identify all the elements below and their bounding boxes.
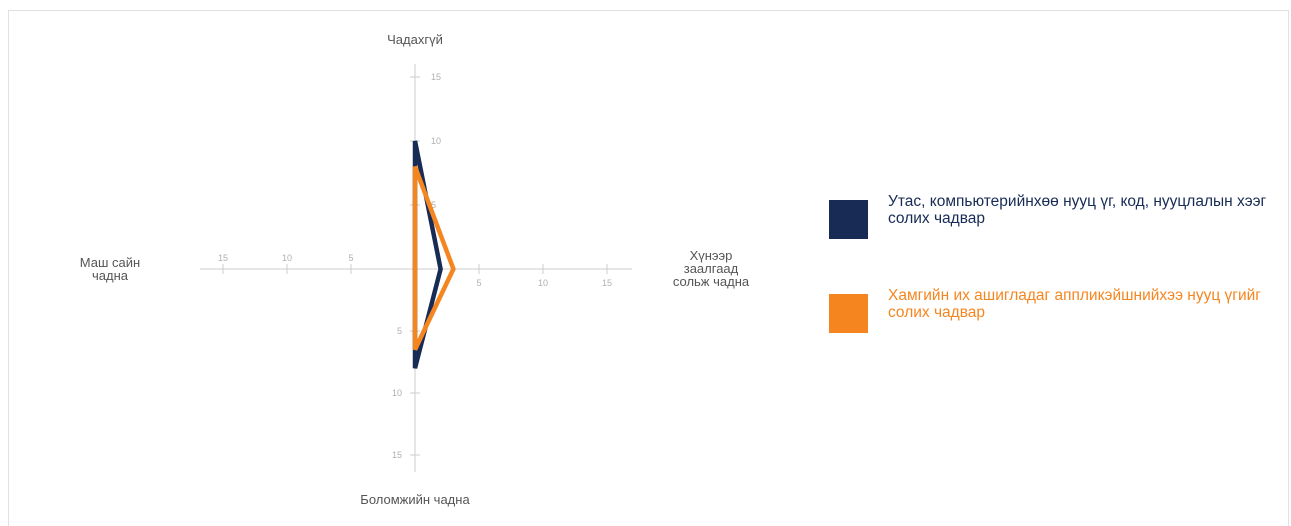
legend-item-phone: Утас, компьютерийнхөө нууц үг, код, нууц…: [829, 193, 1269, 248]
axis-label-bottom: Боломжийн чадна: [360, 492, 470, 507]
tick-label: 10: [282, 253, 292, 263]
legend-swatch-app: [829, 294, 868, 333]
tick-label: 15: [602, 278, 612, 288]
tick-label: 10: [392, 388, 402, 398]
axis-label-top: Чадахгүй: [387, 32, 443, 47]
tick-label: 5: [476, 278, 481, 288]
chart-frame: [8, 10, 1289, 526]
legend-item-app: Хамгийн их ашигладаг аппликэйшнийхээ нуу…: [829, 287, 1269, 342]
tick-label: 10: [538, 278, 548, 288]
axis-label-right: Хүнээр заалгаад сольж чадна: [673, 248, 750, 289]
axis-label-left: Маш сайн чадна: [80, 255, 140, 283]
tick-label: 15: [392, 450, 402, 460]
tick-label: 15: [218, 253, 228, 263]
tick-label: 5: [397, 326, 402, 336]
series-line-2: [412, 165, 456, 351]
legend-swatch-phone: [829, 200, 868, 239]
tick-label: 15: [431, 72, 441, 82]
tick-label: 5: [348, 253, 353, 263]
tick-label: 5: [431, 200, 436, 210]
legend-label-phone: Утас, компьютерийнхөө нууц үг, код, нууц…: [888, 193, 1267, 227]
legend-label-app: Хамгийн их ашигладаг аппликэйшнийхээ нуу…: [888, 287, 1261, 321]
tick-label: 10: [431, 136, 441, 146]
